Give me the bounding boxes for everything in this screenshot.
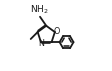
- Text: N: N: [38, 39, 44, 48]
- Text: NH$_2$: NH$_2$: [30, 3, 48, 15]
- Text: O: O: [53, 27, 60, 36]
